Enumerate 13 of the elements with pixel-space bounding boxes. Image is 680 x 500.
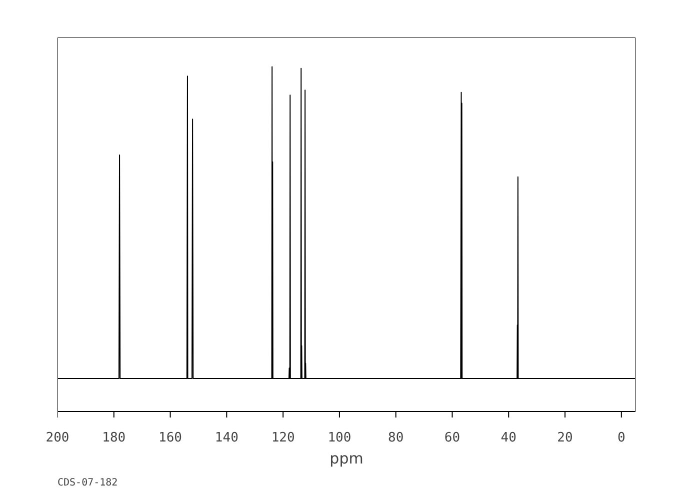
x-tick-label: 120 xyxy=(271,430,295,446)
x-tick-label: 20 xyxy=(557,430,573,446)
x-tick-label: 0 xyxy=(617,430,626,446)
text: CDS-07-182 xyxy=(58,478,118,488)
x-tick-label: 180 xyxy=(102,430,126,446)
x-tick-label: 160 xyxy=(158,430,182,446)
x-tick-label: 80 xyxy=(388,430,404,446)
x-tick-label: 200 xyxy=(46,430,70,446)
x-tick-label: 100 xyxy=(328,430,352,446)
x-tick-label: 40 xyxy=(500,430,516,446)
x-axis-title: ppm xyxy=(330,450,364,468)
x-tick-label: 60 xyxy=(444,430,460,446)
x-tick-label: 140 xyxy=(214,430,238,446)
